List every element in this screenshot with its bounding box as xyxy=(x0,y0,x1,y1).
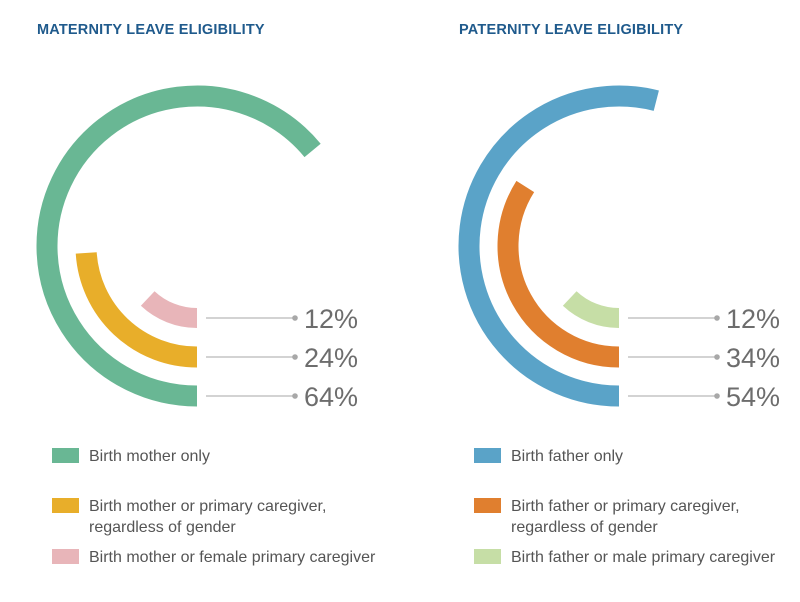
leader-dot xyxy=(714,354,720,360)
leader-dot xyxy=(714,315,720,321)
leader-dot xyxy=(292,354,298,360)
maternity-radial-chart: 64% 24% 12% xyxy=(36,85,358,412)
chart-title: MATERNITY LEAVE ELIGIBILITY xyxy=(37,22,265,38)
legend-label: Birth father or male primary caregiver xyxy=(511,549,776,566)
legend-swatch xyxy=(474,498,501,513)
arc-3 xyxy=(562,290,620,328)
legend-swatch xyxy=(52,549,79,564)
value-label: 12% xyxy=(304,304,358,334)
arc-3 xyxy=(140,290,198,328)
chart-title: PATERNITY LEAVE ELIGIBILITY xyxy=(459,22,684,38)
legend-swatch xyxy=(52,498,79,513)
arc-1 xyxy=(458,85,659,407)
arc-2 xyxy=(75,252,198,368)
value-label: 34% xyxy=(726,343,780,373)
value-label: 12% xyxy=(726,304,780,334)
legend-label: Birth mother only xyxy=(89,448,210,465)
legend-label: Birth mother or primary caregiver, regar… xyxy=(89,498,327,536)
value-label: 64% xyxy=(304,382,358,412)
arc-2 xyxy=(497,180,620,368)
paternity-panel: PATERNITY LEAVE ELIGIBILITY 54% 34% 12% Bi… xyxy=(422,0,800,602)
value-label: 24% xyxy=(304,343,358,373)
legend-label: Birth father only xyxy=(511,448,624,465)
leader-dot xyxy=(714,393,720,399)
leader-dot xyxy=(292,393,298,399)
value-label: 54% xyxy=(726,382,780,412)
legend-label: Birth father or primary caregiver, regar… xyxy=(511,498,740,536)
legend-swatch xyxy=(52,448,79,463)
leader-dot xyxy=(292,315,298,321)
paternity-radial-chart: 54% 34% 12% xyxy=(458,85,780,412)
legend-label: Birth mother or female primary caregiver xyxy=(89,549,376,566)
legend-swatch xyxy=(474,448,501,463)
arc-1 xyxy=(36,85,321,407)
maternity-panel: MATERNITY LEAVE ELIGIBILITY 64% 24% 12% Bi… xyxy=(36,22,376,566)
legend-swatch xyxy=(474,549,501,564)
